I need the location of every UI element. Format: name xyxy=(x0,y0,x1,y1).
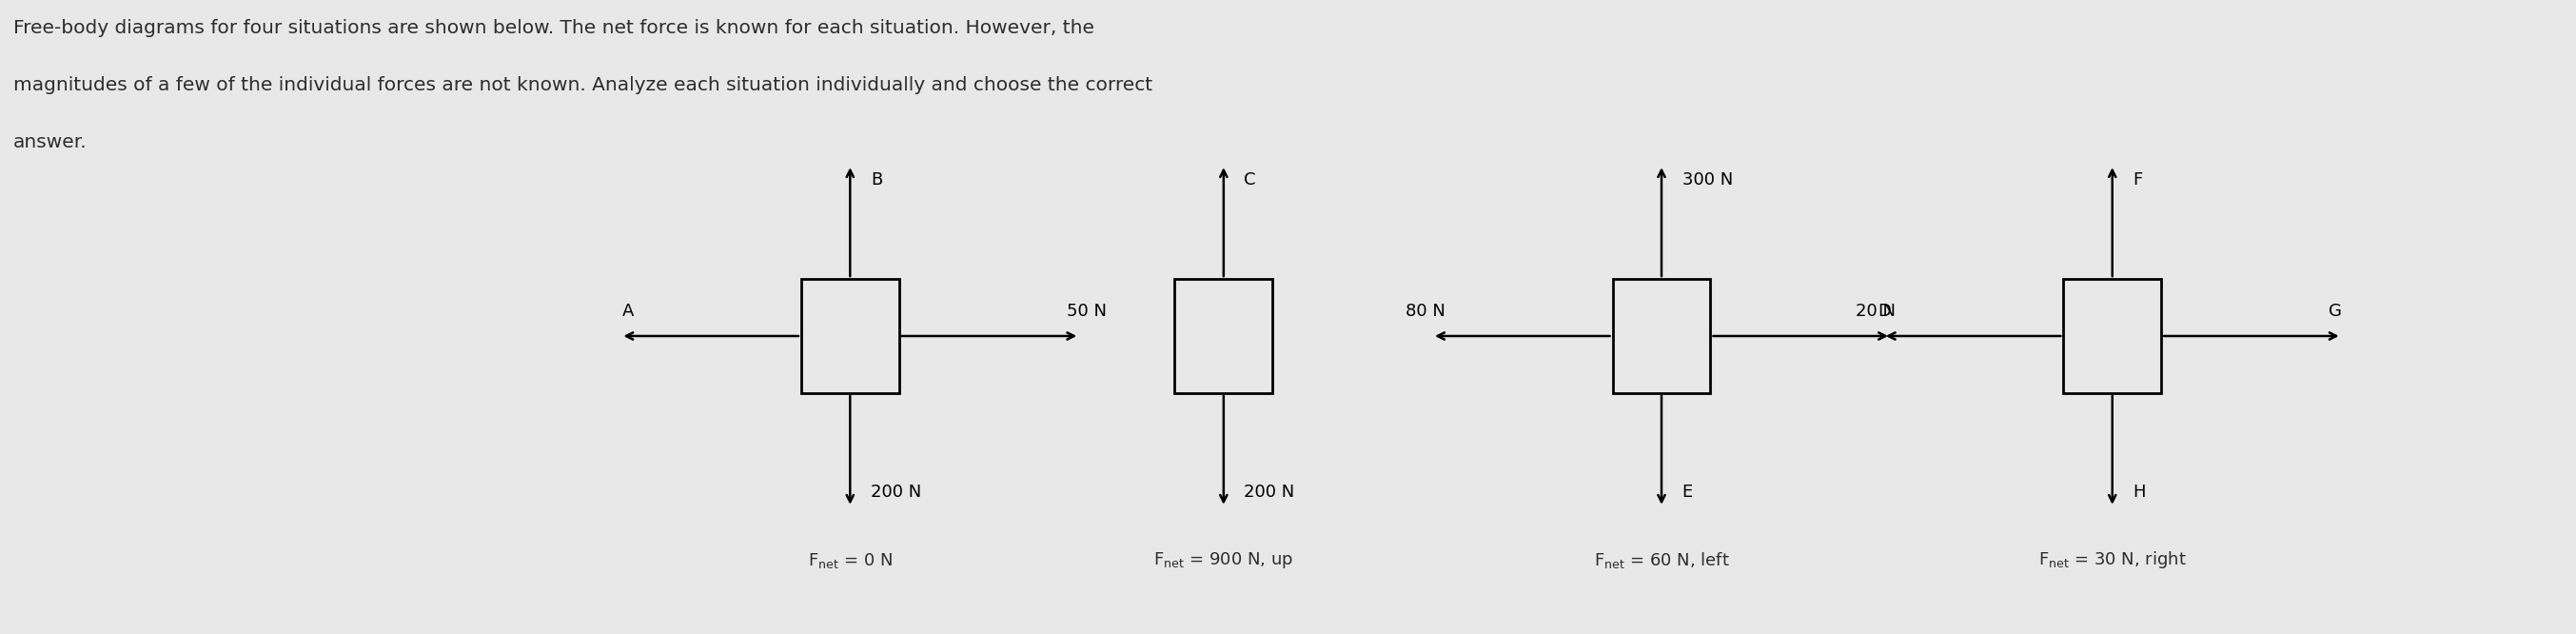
Text: F: F xyxy=(2133,171,2143,188)
Text: 20 N: 20 N xyxy=(1855,303,1896,320)
Text: F$_\mathregular{net}$ = 30 N, right: F$_\mathregular{net}$ = 30 N, right xyxy=(2038,550,2187,571)
Text: 300 N: 300 N xyxy=(1682,171,1734,188)
Bar xyxy=(2063,279,2161,393)
Text: C: C xyxy=(1244,171,1257,188)
Text: 80 N: 80 N xyxy=(1406,303,1445,320)
Text: H: H xyxy=(2133,484,2146,501)
Text: F$_\mathregular{net}$ = 0 N: F$_\mathregular{net}$ = 0 N xyxy=(809,552,891,571)
Bar xyxy=(1175,279,1273,393)
Bar xyxy=(801,279,899,393)
Text: F$_\mathregular{net}$ = 900 N, up: F$_\mathregular{net}$ = 900 N, up xyxy=(1154,550,1293,571)
Text: 50 N: 50 N xyxy=(1066,303,1108,320)
Text: F$_\mathregular{net}$ = 60 N, left: F$_\mathregular{net}$ = 60 N, left xyxy=(1595,550,1728,571)
Text: D: D xyxy=(1878,303,1891,320)
Text: 200 N: 200 N xyxy=(871,484,922,501)
Text: E: E xyxy=(1682,484,1692,501)
Bar xyxy=(1613,279,1710,393)
Text: magnitudes of a few of the individual forces are not known. Analyze each situati: magnitudes of a few of the individual fo… xyxy=(13,76,1151,94)
Text: answer.: answer. xyxy=(13,133,88,152)
Text: Free-body diagrams for four situations are shown below. The net force is known f: Free-body diagrams for four situations a… xyxy=(13,19,1095,37)
Text: A: A xyxy=(621,303,634,320)
Text: 200 N: 200 N xyxy=(1244,484,1296,501)
Text: G: G xyxy=(2329,303,2342,320)
Text: B: B xyxy=(871,171,884,188)
